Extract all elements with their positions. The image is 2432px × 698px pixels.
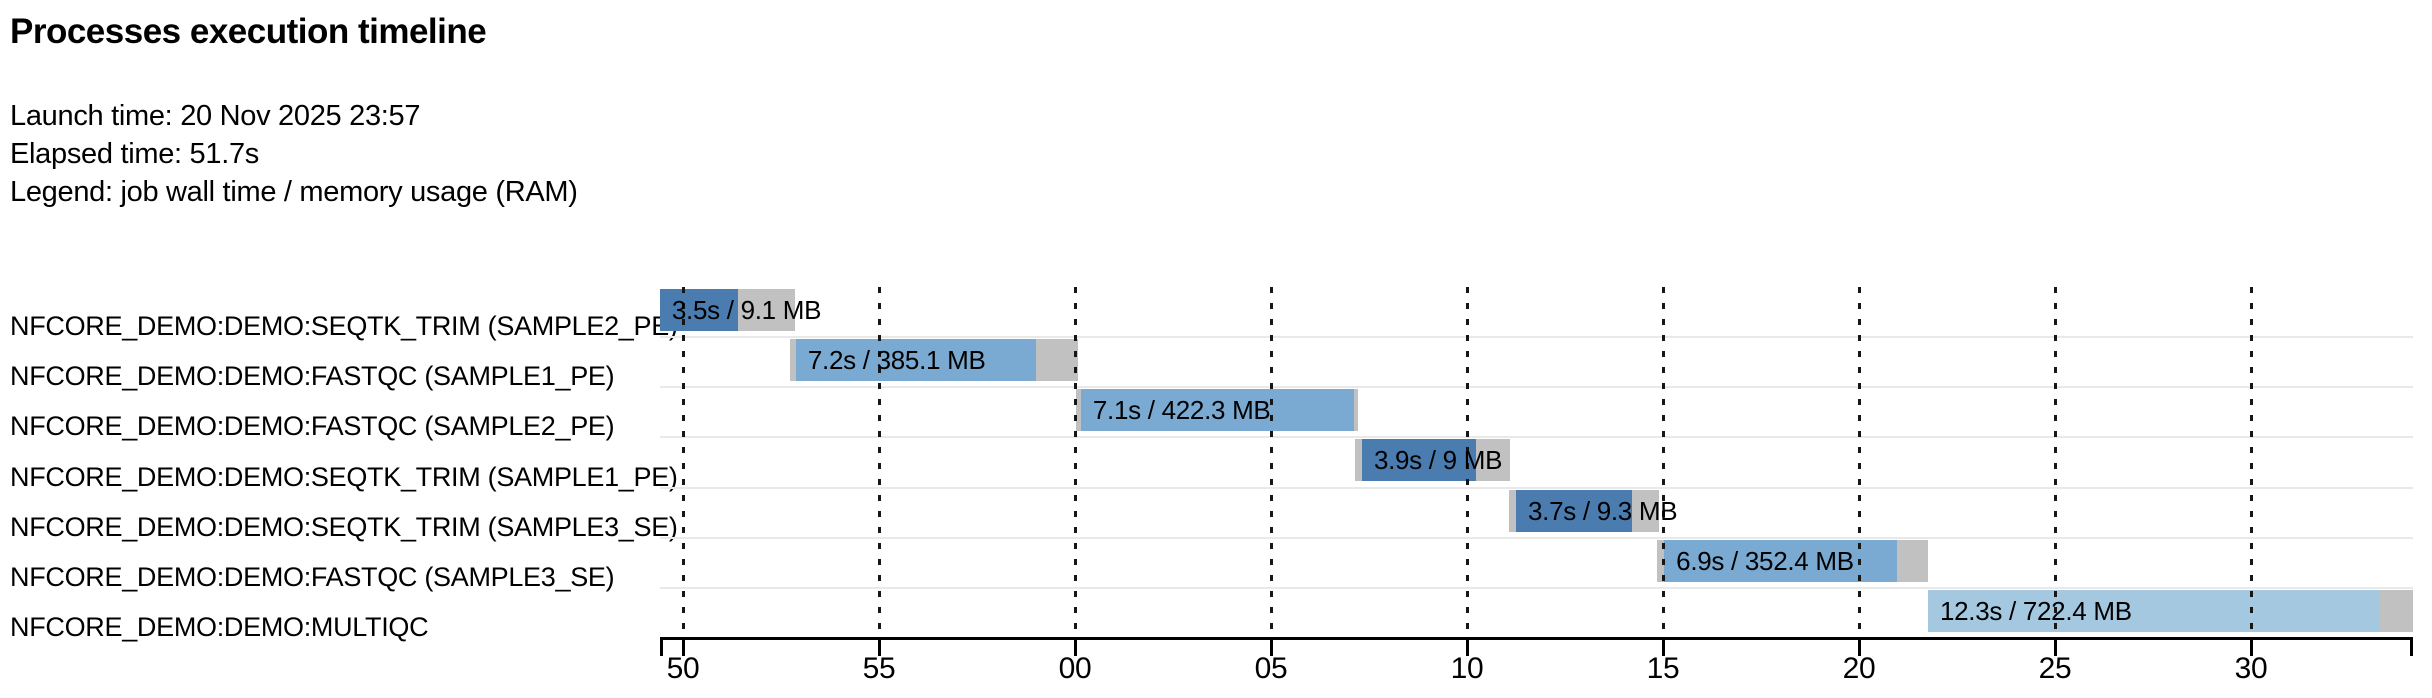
- row-separator: [660, 386, 2413, 389]
- legend-line: Legend: job wall time / memory usage (RA…: [10, 176, 578, 208]
- timeline-bar: [790, 339, 1079, 382]
- bar-value-label: 3.7s / 9.3 MB: [1528, 495, 1678, 526]
- launch-time-line: Launch time: 20 Nov 2025 23:57: [10, 100, 421, 132]
- run-info: Launch time: 20 Nov 2025 23:57 Elapsed t…: [10, 97, 578, 211]
- bar-value-label: 3.9s / 9 MB: [1373, 445, 1503, 476]
- x-axis-line: [660, 637, 2413, 640]
- elapsed-time-line: Elapsed time: 51.7s: [10, 138, 259, 170]
- tick-gridline: [2249, 287, 2253, 637]
- axis-tick-label: 05: [1254, 652, 1288, 685]
- axis-tick-label: 25: [2038, 652, 2072, 685]
- axis-end-cap: [660, 637, 663, 656]
- axis-tick-mark: [1465, 637, 1469, 656]
- axis-tick-mark: [1073, 637, 1077, 656]
- bar-run-segment: [1927, 589, 2380, 632]
- tick-gridline: [1269, 287, 1273, 637]
- axis-tick-label: 50: [666, 652, 700, 685]
- row-separator: [660, 436, 2413, 439]
- bar-run-segment: [659, 289, 738, 331]
- axis-tick-mark: [1857, 637, 1861, 656]
- tick-gridline: [2053, 287, 2057, 637]
- axis-tick-mark: [681, 637, 685, 656]
- process-label: NFCORE_DEMO:DEMO:FASTQC (SAMPLE1_PE): [10, 361, 615, 392]
- axis-tick-label: 10: [1450, 652, 1484, 685]
- axis-tick-mark: [877, 637, 881, 656]
- axis-end-cap: [2410, 637, 2413, 656]
- axis-tick-mark: [2249, 637, 2253, 656]
- bar-run-segment: [1515, 489, 1633, 532]
- axis-tick-mark: [1269, 637, 1273, 656]
- axis-tick-label: 55: [862, 652, 896, 685]
- timeline-bar: [1076, 389, 1359, 432]
- axis-tick-label: 20: [1842, 652, 1876, 685]
- axis-tick-mark: [2053, 637, 2057, 656]
- row-separator: [660, 586, 2413, 589]
- bar-value-label: 6.9s / 352.4 MB: [1676, 545, 1854, 576]
- bar-run-segment: [1361, 439, 1476, 482]
- process-label: NFCORE_DEMO:DEMO:FASTQC (SAMPLE2_PE): [10, 411, 615, 442]
- process-label: NFCORE_DEMO:DEMO:FASTQC (SAMPLE3_SE): [10, 561, 615, 592]
- row-separator: [660, 536, 2413, 539]
- axis-tick-label: 00: [1058, 652, 1092, 685]
- axis-tick-label: 30: [2234, 652, 2268, 685]
- timeline-bar: [1927, 589, 2413, 632]
- process-label: NFCORE_DEMO:DEMO:SEQTK_TRIM (SAMPLE2_PE): [10, 311, 678, 342]
- tick-gridline: [877, 287, 881, 637]
- bar-value-label: 7.2s / 385.1 MB: [807, 345, 986, 376]
- row-separator: [660, 486, 2413, 489]
- tick-gridline: [1465, 287, 1469, 637]
- bar-run-segment: [1080, 389, 1355, 432]
- row-separator: [660, 336, 2413, 339]
- bar-value-label: 12.3s / 722.4 MB: [1939, 595, 2132, 626]
- timeline-bar: [1354, 439, 1511, 482]
- process-label: NFCORE_DEMO:DEMO:SEQTK_TRIM (SAMPLE3_SE): [10, 511, 678, 542]
- process-label: NFCORE_DEMO:DEMO:MULTIQC: [10, 612, 429, 642]
- tick-gridline: [681, 287, 685, 637]
- axis-tick-label: 15: [1646, 652, 1680, 685]
- bar-value-label: 3.5s / 9.1 MB: [671, 295, 822, 325]
- axis-tick-mark: [1661, 637, 1665, 656]
- tick-gridline: [1857, 287, 1861, 637]
- bar-run-segment: [795, 339, 1037, 382]
- timeline-bar: [1508, 489, 1660, 532]
- tick-gridline: [1661, 287, 1665, 637]
- bar-value-label: 7.1s / 422.3 MB: [1092, 395, 1271, 426]
- process-label: NFCORE_DEMO:DEMO:SEQTK_TRIM (SAMPLE1_PE): [10, 461, 678, 492]
- page-title: Processes execution timeline: [10, 12, 487, 51]
- tick-gridline: [1073, 287, 1077, 637]
